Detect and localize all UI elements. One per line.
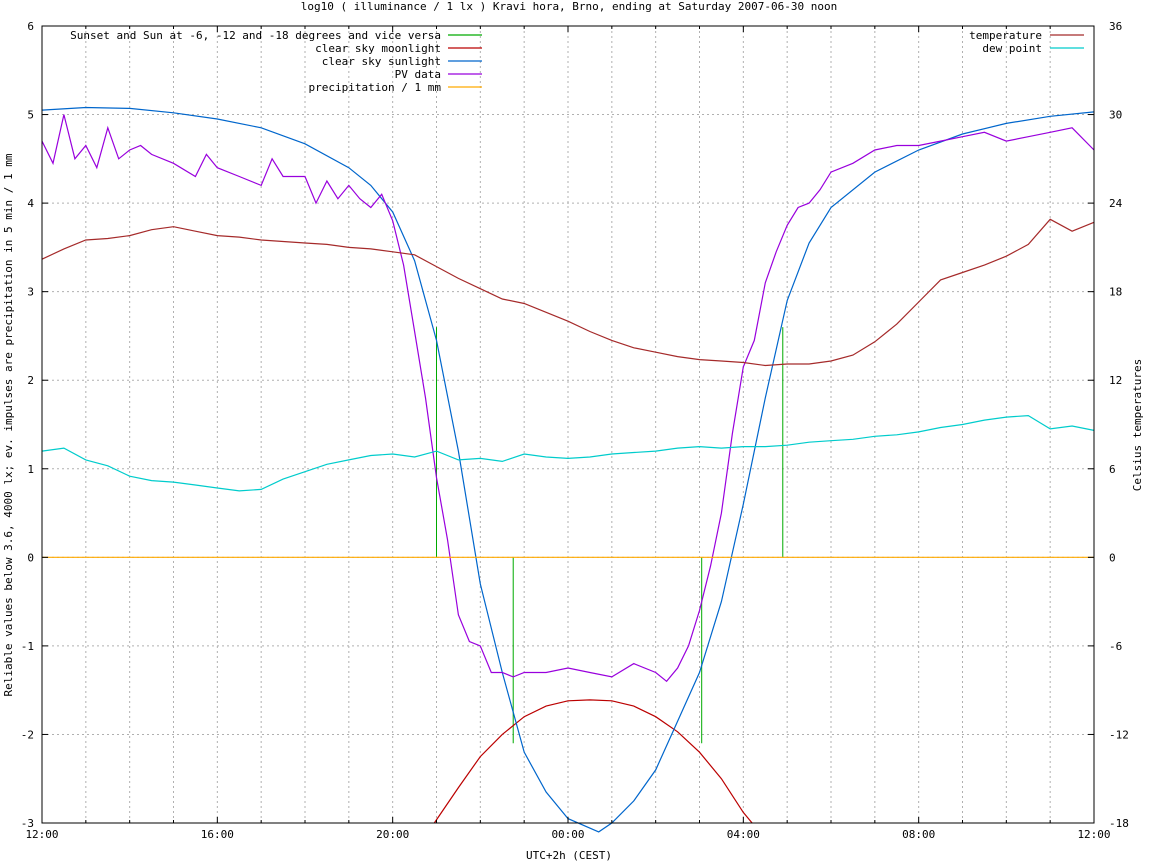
chart-title: log10 ( illuminance / 1 lx ) Kravi hora,… <box>301 0 837 13</box>
y-tick-label: -1 <box>21 640 34 653</box>
y2-axis-label: Celsius temperatures <box>1131 359 1144 491</box>
x-tick-label: 04:00 <box>727 828 760 841</box>
y2-tick-label: -18 <box>1109 817 1129 830</box>
plot-frame <box>41 25 1095 824</box>
legend-label: precipitation / 1 mm <box>309 81 442 94</box>
legend-label: temperature <box>969 29 1042 42</box>
axis-ticks: 12:00 16:00 20:00 00:00 04:00 08:00 12:00-3-2-… <box>21 20 1129 841</box>
y2-tick-label: 18 <box>1109 286 1122 299</box>
legend-label: clear sky moonlight <box>315 42 441 55</box>
legend-label: dew point <box>982 42 1042 55</box>
legend-label: PV data <box>395 68 441 81</box>
y2-tick-label: 12 <box>1109 374 1122 387</box>
series-line-clear-sky-sunlight <box>41 106 1095 833</box>
y2-tick-label: 24 <box>1109 197 1123 210</box>
y-tick-label: -2 <box>21 728 34 741</box>
y2-tick-label: 30 <box>1109 109 1122 122</box>
y-tick-label: 4 <box>27 197 34 210</box>
x-tick-label: 12:00 <box>25 828 58 841</box>
grid <box>42 26 1094 823</box>
legend-label: Sunset and Sun at -6, -12 and -18 degree… <box>70 29 441 42</box>
y-tick-label: -3 <box>21 817 34 830</box>
series-line-temperature <box>41 218 1095 367</box>
series-line-pv-data <box>41 114 1095 683</box>
y-tick-label: 1 <box>27 463 34 476</box>
y-tick-label: 5 <box>27 109 34 122</box>
plot-series <box>41 106 1095 833</box>
y-tick-label: 2 <box>27 374 34 387</box>
y2-tick-label: -12 <box>1109 728 1129 741</box>
y2-tick-label: 6 <box>1109 463 1116 476</box>
y-tick-label: 6 <box>27 20 34 33</box>
x-axis-label: UTC+2h (CEST) <box>526 849 612 862</box>
x-tick-label: 16:00 <box>201 828 234 841</box>
series-line-clear-sky-moonlight <box>433 699 753 824</box>
y-tick-label: 3 <box>27 286 34 299</box>
y2-tick-label: -6 <box>1109 640 1122 653</box>
x-tick-label: 00:00 <box>551 828 584 841</box>
y2-tick-label: 36 <box>1109 20 1122 33</box>
y-tick-label: 0 <box>27 551 34 564</box>
x-tick-label: 12:00 <box>1077 828 1110 841</box>
x-tick-label: 08:00 <box>902 828 935 841</box>
legend: Sunset and Sun at -6, -12 and -18 degree… <box>70 29 1084 94</box>
x-tick-label: 20:00 <box>376 828 409 841</box>
series-line-dew-point <box>41 414 1095 492</box>
legend-label: clear sky sunlight <box>322 55 441 68</box>
y-axis-label: Reliable values below 3.6, 4000 lx; ev. … <box>2 153 15 696</box>
y2-tick-label: 0 <box>1109 551 1116 564</box>
